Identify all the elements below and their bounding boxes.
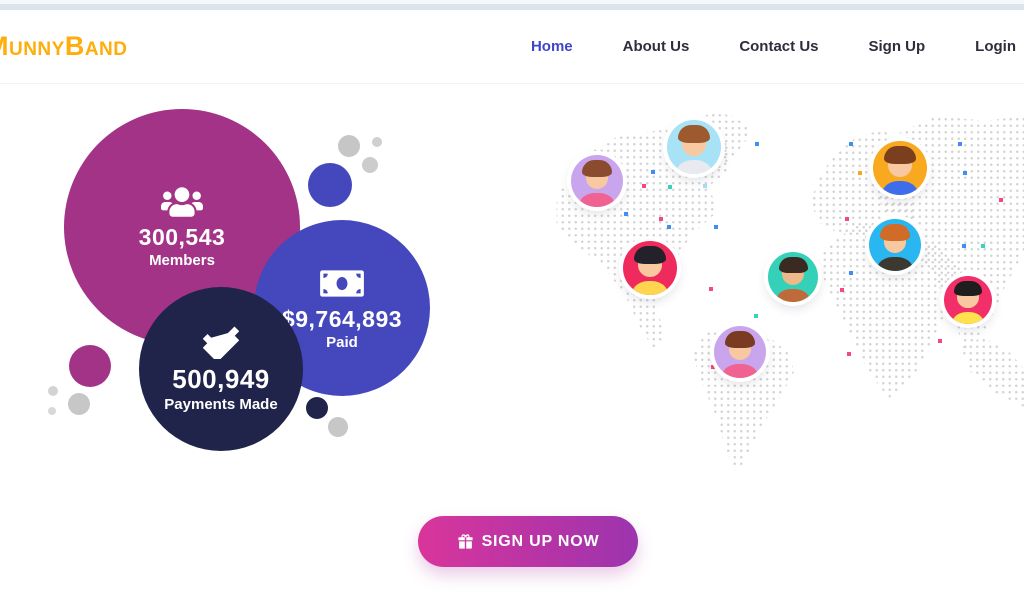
main-nav: Home About Us Contact Us Sign Up Login [531,38,1024,55]
stat-payments-circle: 500,949 Payments Made [139,287,303,451]
map-activity-dot [624,212,628,216]
map-activity-dot [709,287,713,291]
map-activity-dot [755,142,759,146]
avatar-hair [634,246,666,264]
avatar-hair [954,280,982,297]
map-activity-dot [711,365,715,369]
member-avatar-boy-lightblue [667,120,721,174]
stat-value: 300,543 [138,224,226,250]
avatar-shirt [579,193,615,207]
stat-label: Paid [326,333,358,351]
member-avatar-boy-cyan [869,219,921,271]
decor-circle [69,345,111,387]
map-activity-dot [938,339,942,343]
member-avatar-boy-pink [623,241,677,295]
money-bill-icon [320,266,364,301]
check-double-icon [202,325,240,362]
map-activity-dot [849,271,853,275]
avatar-shirt [631,280,669,295]
nav-contact-us[interactable]: Contact Us [739,38,819,55]
stat-value: $9,764,893 [281,305,403,332]
member-avatar-girl-purple-2 [714,326,766,378]
top-strip [0,0,1024,10]
header: MunnyBand Home About Us Contact Us Sign … [0,10,1024,84]
member-avatar-boy-pink-2 [944,276,992,324]
decor-circle [308,163,352,207]
member-avatar-girl-purple [571,155,623,207]
avatar-shirt [776,289,810,302]
map-activity-dot [667,225,671,229]
gift-icon [457,533,474,550]
map-activity-dot [858,171,862,175]
member-avatar-man-teal [768,252,818,302]
avatar-shirt [881,180,919,195]
decor-circle [48,407,56,415]
continent-sea-dots [961,337,1024,407]
avatar-hair [581,160,613,177]
avatar-shirt [675,159,713,174]
map-activity-dot [703,184,707,188]
decor-circle [372,137,382,147]
map-activity-dot [651,170,655,174]
nav-about-us[interactable]: About Us [622,38,690,55]
avatar-hair [879,224,911,241]
avatar-hair [778,257,808,273]
map-activity-dot [840,288,844,292]
map-activity-dot [962,244,966,248]
decor-circle [362,157,378,173]
map-activity-dot [754,314,758,318]
avatar-hair [678,125,710,143]
map-activity-dot [845,217,849,221]
stat-label: Members [149,252,215,269]
map-activity-dot [981,244,985,248]
avatar-shirt [877,257,913,271]
decor-circle [68,393,90,415]
map-activity-dot [668,185,672,189]
brand-logo[interactable]: MunnyBand [0,31,128,61]
decor-circle [338,135,360,157]
decor-circle [328,417,348,437]
map-activity-dot [963,171,967,175]
map-activity-dot [642,184,646,188]
decor-circle [48,386,58,396]
map-activity-dot [714,225,718,229]
map-activity-dot [659,217,663,221]
users-icon [161,185,203,219]
map-activity-dot [999,198,1003,202]
avatar-shirt [722,364,758,378]
map-activity-dot [926,165,930,169]
member-avatar-boy-orange [873,141,927,195]
map-activity-dot [849,142,853,146]
stat-value: 500,949 [172,363,270,394]
map-activity-dot [958,142,962,146]
stat-label: Payments Made [164,395,278,413]
map-activity-dot [847,352,851,356]
nav-home[interactable]: Home [530,38,573,55]
cta-label: SIGN UP NOW [481,532,600,550]
decor-circle [306,397,328,419]
nav-login[interactable]: Login [975,38,1016,55]
avatar-hair [884,146,916,164]
sign-up-now-button[interactable]: SIGN UP NOW [418,516,638,567]
nav-sign-up[interactable]: Sign Up [868,38,926,55]
avatar-shirt [951,311,985,324]
avatar-hair [724,331,756,348]
